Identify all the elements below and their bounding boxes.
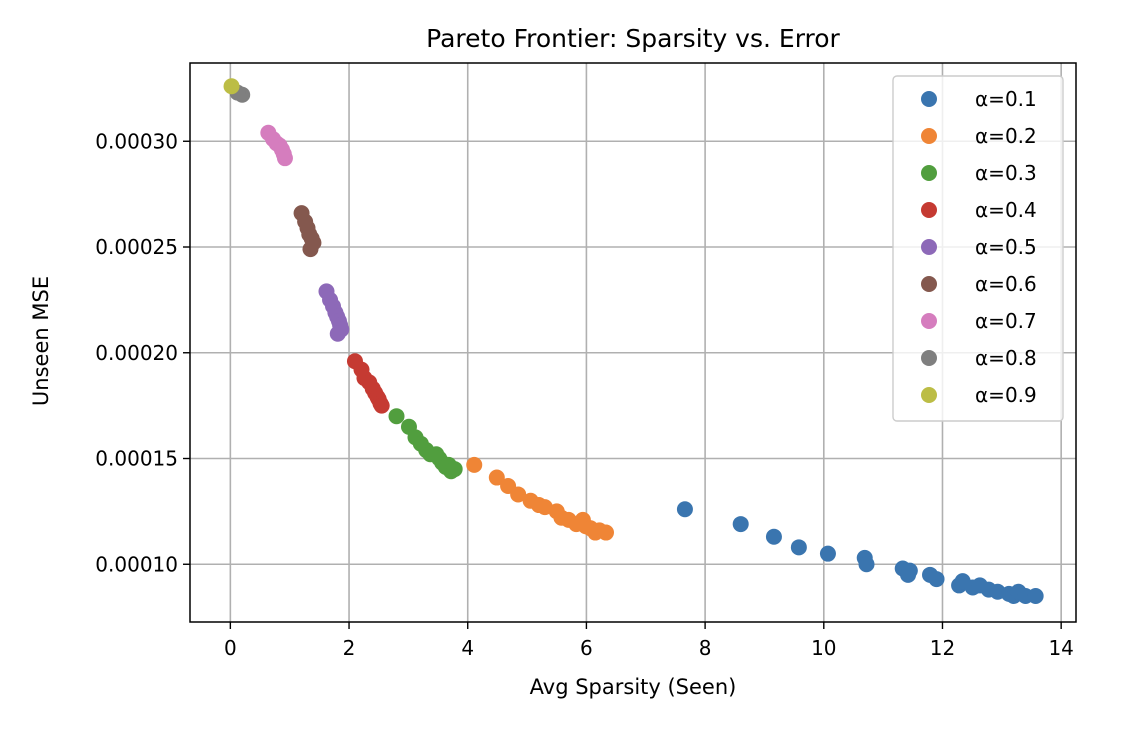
x-tick-label: 4 xyxy=(461,636,474,660)
series-α=0.3 xyxy=(388,408,463,480)
y-tick-label: 0.00025 xyxy=(95,235,178,259)
x-axis-label: Avg Sparsity (Seen) xyxy=(530,675,737,699)
data-point xyxy=(676,501,693,518)
data-point xyxy=(373,397,390,414)
legend-label: α=0.3 xyxy=(975,161,1037,185)
x-tick-label: 0 xyxy=(224,636,237,660)
legend-label: α=0.9 xyxy=(975,383,1037,407)
legend-marker xyxy=(921,276,937,292)
legend-marker xyxy=(921,91,937,107)
y-axis-ticks: 0.00010 0.00015 0.00020 0.00025 0.00030 xyxy=(95,129,190,576)
series-α=0.6 xyxy=(293,205,322,258)
y-tick-label: 0.00015 xyxy=(95,447,178,471)
data-point xyxy=(388,408,405,425)
legend-label: α=0.4 xyxy=(975,198,1037,222)
series-α=0.4 xyxy=(346,353,390,414)
x-tick-label: 2 xyxy=(343,636,356,660)
legend: α=0.1 α=0.2 α=0.3 α=0.4 α=0.5 α=0.6 α=0.7 α=0.8… xyxy=(892,75,1064,422)
legend-marker xyxy=(921,128,937,144)
data-point xyxy=(597,524,614,541)
series-α=0.7 xyxy=(260,124,293,167)
legend-label: α=0.6 xyxy=(975,272,1037,296)
x-tick-label: 12 xyxy=(930,636,955,660)
data-point xyxy=(928,571,945,588)
data-point xyxy=(446,461,463,478)
data-point xyxy=(819,545,836,562)
y-tick-label: 0.00010 xyxy=(95,552,178,576)
data-point xyxy=(488,469,505,486)
data-point xyxy=(765,528,782,545)
legend-label: α=0.8 xyxy=(975,346,1037,370)
data-point xyxy=(302,241,319,258)
data-point xyxy=(223,78,240,95)
legend-label: α=0.7 xyxy=(975,309,1037,333)
data-point xyxy=(901,562,918,579)
x-tick-label: 6 xyxy=(580,636,593,660)
data-points xyxy=(223,78,1044,604)
data-point xyxy=(276,150,293,167)
legend-marker xyxy=(921,387,937,403)
series-α=0.5 xyxy=(318,283,350,342)
legend-label: α=0.1 xyxy=(975,87,1037,111)
data-point xyxy=(858,556,875,573)
data-point xyxy=(790,539,807,556)
legend-box xyxy=(892,75,1064,422)
x-tick-label: 8 xyxy=(699,636,712,660)
data-point xyxy=(510,486,527,503)
legend-label: α=0.5 xyxy=(975,235,1037,259)
y-tick-label: 0.00020 xyxy=(95,341,178,365)
legend-marker xyxy=(921,165,937,181)
y-axis-label: Unseen MSE xyxy=(29,276,53,406)
x-tick-label: 10 xyxy=(811,636,836,660)
legend-marker xyxy=(921,313,937,329)
chart-title: Pareto Frontier: Sparsity vs. Error xyxy=(426,24,840,53)
plot-frame xyxy=(189,62,1077,623)
data-point xyxy=(329,325,346,342)
x-axis-ticks: 0 2 4 6 8 10 12 14 xyxy=(224,622,1074,660)
x-tick-label: 14 xyxy=(1048,636,1073,660)
series-α=0.2 xyxy=(466,456,614,541)
legend-marker xyxy=(921,239,937,255)
data-point xyxy=(466,456,483,473)
legend-label: α=0.2 xyxy=(975,124,1037,148)
y-tick-label: 0.00030 xyxy=(95,129,178,153)
legend-marker xyxy=(921,202,937,218)
series-α=0.9 xyxy=(223,78,240,95)
legend-marker xyxy=(921,350,937,366)
series-α=0.1 xyxy=(676,501,1044,604)
data-point xyxy=(732,516,749,533)
data-point xyxy=(1027,587,1044,604)
